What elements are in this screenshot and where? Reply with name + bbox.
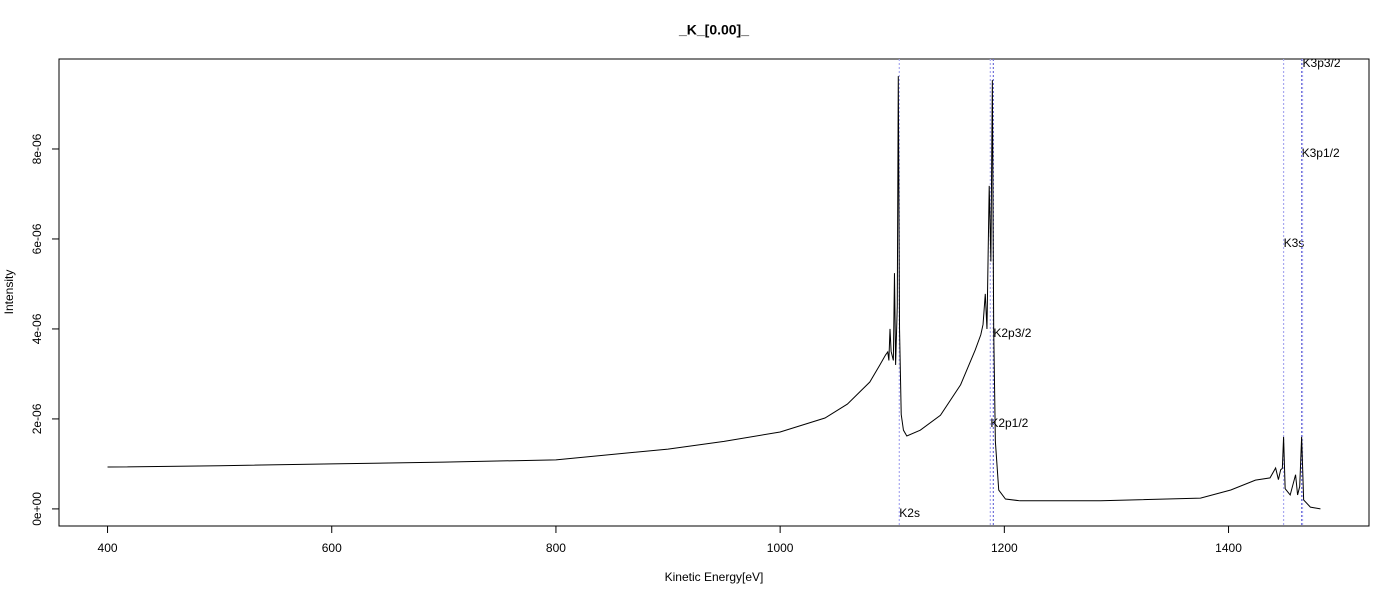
spectrum-line: [107, 76, 1321, 510]
x-tick-label: 1200: [991, 541, 1018, 555]
x-tick-label: 600: [322, 541, 342, 555]
x-tick-label: 1400: [1215, 541, 1242, 555]
y-tick-label: 8e-06: [30, 133, 44, 164]
marker-label: K3s: [1284, 236, 1305, 250]
x-tick-label: 1000: [767, 541, 794, 555]
marker-label: K3p3/2: [1303, 56, 1341, 70]
x-tick-label: 800: [546, 541, 566, 555]
marker-label: K2p1/2: [990, 416, 1028, 430]
y-tick-label: 6e-06: [30, 223, 44, 254]
marker-label: K2s: [899, 506, 920, 520]
chart-title: _K_[0.00]_: [678, 22, 749, 38]
y-tick-label: 2e-06: [30, 403, 44, 434]
y-tick-label: 4e-06: [30, 313, 44, 344]
y-axis-label: Intensity: [2, 270, 16, 315]
plot-frame: [58, 58, 1370, 527]
marker-label: K3p1/2: [1302, 146, 1340, 160]
y-tick-label: 0e+00: [30, 492, 44, 526]
marker-label: K2p3/2: [993, 326, 1031, 340]
x-axis-label: Kinetic Energy[eV]: [665, 570, 764, 584]
x-tick-label: 400: [98, 541, 118, 555]
